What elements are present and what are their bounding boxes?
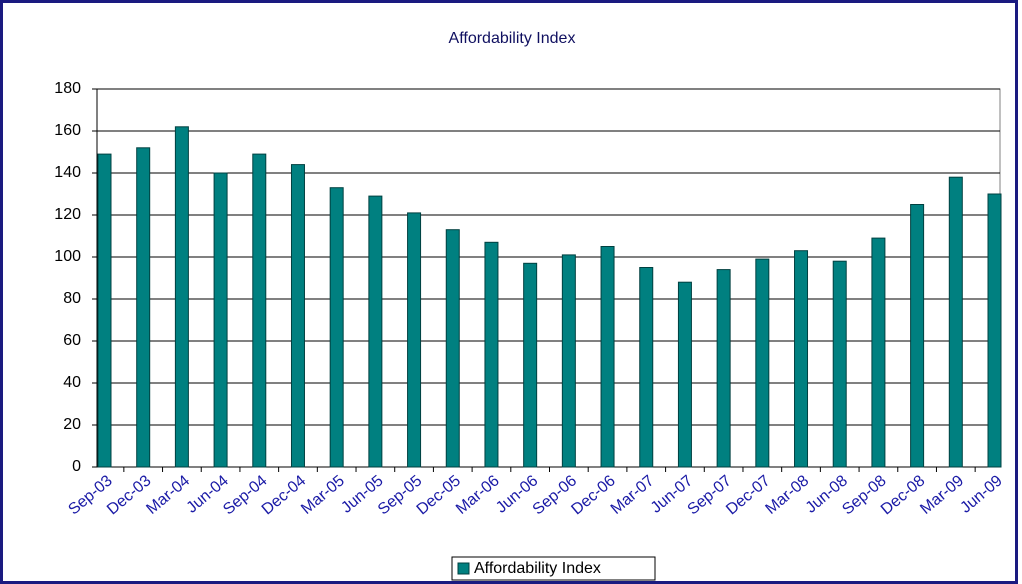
bar (832, 260, 847, 468)
legend-swatch (457, 562, 470, 575)
legend-label: Affordability Index (474, 560, 601, 577)
bar (987, 193, 1002, 468)
bar (445, 229, 460, 468)
bar (329, 187, 344, 468)
bar (484, 241, 499, 468)
legend-box (451, 556, 656, 581)
bar (213, 172, 228, 468)
y-tick-label: 140 (54, 164, 81, 181)
bar (755, 258, 770, 468)
y-tick-label: 180 (54, 80, 81, 97)
bar (677, 281, 692, 468)
bar (910, 204, 925, 468)
bar (794, 250, 809, 468)
bar (290, 164, 305, 468)
y-tick-label: 60 (63, 332, 81, 349)
bar (716, 269, 731, 468)
chart-title: Affordability Index (449, 30, 576, 47)
plot-area (96, 88, 1001, 468)
bar (523, 262, 538, 468)
bar (600, 246, 615, 468)
bar (368, 195, 383, 468)
bar (97, 153, 112, 468)
y-tick-label: 0 (72, 458, 81, 475)
bar (252, 153, 267, 468)
y-tick-label: 40 (63, 374, 81, 391)
bar (871, 237, 886, 468)
bar (136, 147, 151, 468)
bar (407, 212, 422, 468)
y-tick-label: 100 (54, 248, 81, 265)
bar (639, 267, 654, 468)
y-tick-label: 20 (63, 416, 81, 433)
y-tick-label: 120 (54, 206, 81, 223)
bar (561, 254, 576, 468)
y-tick-label: 80 (63, 290, 81, 307)
bar (948, 176, 963, 468)
bar (174, 126, 189, 468)
y-tick-label: 160 (54, 122, 81, 139)
